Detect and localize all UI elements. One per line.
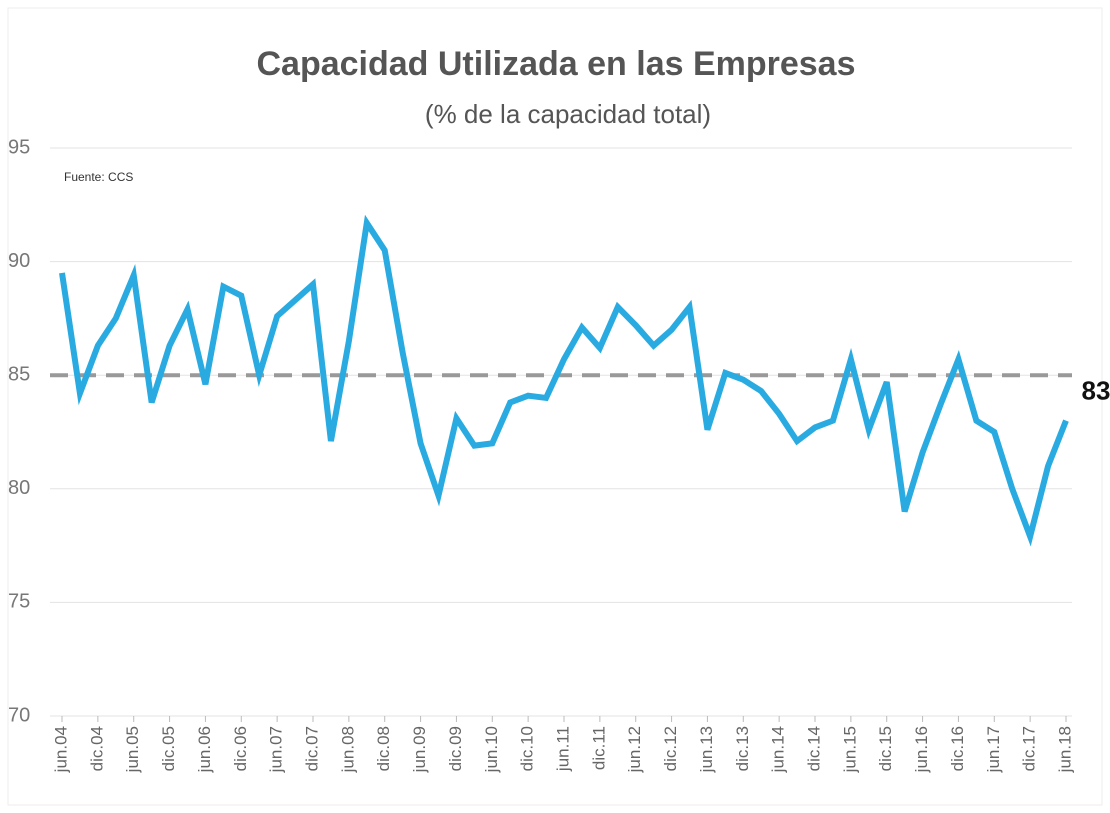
x-tick-label: dic.14 [804,726,823,771]
x-tick-label: jun.06 [195,726,214,773]
x-tick-label: jun.10 [482,726,501,773]
y-tick-label: 95 [8,136,30,158]
x-tick-label: dic.12 [661,726,680,771]
x-tick-label: jun.16 [912,726,931,773]
data-line [59,214,1069,547]
x-tick-label: jun.11 [553,726,572,772]
x-tick-label: jun.05 [123,726,142,773]
x-tick-label: dic.09 [446,726,465,771]
x-tick-label: dic.16 [948,726,967,771]
x-tick-label: jun.18 [1055,726,1074,773]
x-tick-label: dic.10 [518,726,537,771]
x-tick-label: jun.12 [625,726,644,773]
x-tick-label: dic.11 [589,726,608,770]
source-note: Fuente: CCS [64,170,133,184]
x-tick-label: jun.04 [51,726,70,773]
x-tick-label: dic.04 [87,726,106,771]
x-tick-label: dic.06 [231,726,250,771]
x-tick-label: jun.07 [267,726,286,773]
frame [7,7,1103,806]
x-tick-label: jun.17 [984,726,1003,773]
y-tick-label: 80 [8,477,30,499]
x-tick-label: jun.08 [338,726,357,773]
y-tick-label: 70 [8,704,30,726]
x-tick-label: dic.08 [374,726,393,771]
x-tick-label: dic.15 [876,726,895,771]
x-tick-label: dic.07 [302,726,321,771]
chart-subtitle: (% de la capacidad total) [425,99,711,129]
x-tick-label: dic.05 [159,726,178,771]
y-tick-label: 85 [8,363,30,385]
chart-title: Capacidad Utilizada en las Empresas [256,45,855,83]
x-tick-label: dic.13 [733,726,752,771]
y-tick-label: 75 [8,591,30,613]
x-tick-label: jun.15 [840,726,859,773]
x-tick-label: jun.09 [410,726,429,773]
x-tick-label: jun.14 [769,726,788,773]
end-value-label: 83 [1082,376,1110,406]
x-tick-label: jun.13 [697,726,716,773]
x-tick-label: dic.17 [1020,726,1039,771]
y-tick-label: 90 [8,250,30,272]
